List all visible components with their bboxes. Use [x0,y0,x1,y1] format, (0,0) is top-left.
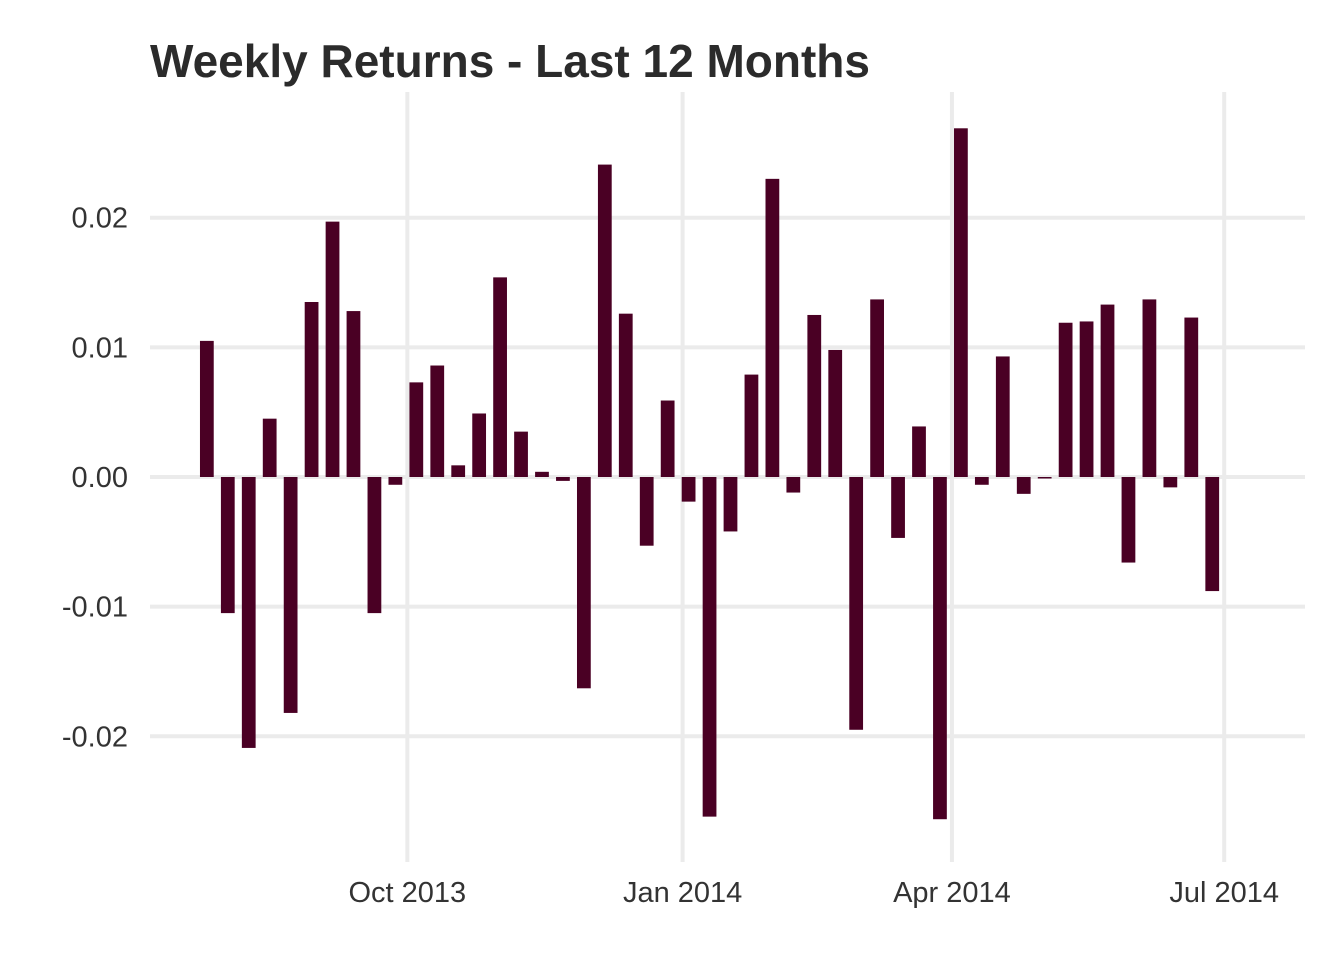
chart-title: Weekly Returns - Last 12 Months [150,35,870,87]
y-tick-label: 0.02 [72,203,128,235]
bar [954,128,968,477]
bar [828,349,843,477]
bar [262,418,277,477]
bar [912,426,926,477]
bar [660,400,675,477]
bar [409,382,424,477]
bar [744,374,759,477]
y-axis-labels: -0.02 -0.01 0.00 0.01 0.02 [62,203,128,754]
bar [388,477,403,485]
bar [933,477,947,820]
bar [1058,322,1073,477]
x-tick-label: Oct 2013 [348,877,466,909]
bar [786,477,801,493]
bar [493,277,507,477]
bar [807,314,822,477]
bar [430,365,445,477]
bar [220,477,235,614]
bar [723,477,738,532]
bar [702,477,717,817]
bar [1205,477,1220,592]
bar [765,178,780,477]
bar [283,477,298,713]
bar [1037,477,1052,479]
bar [618,313,633,477]
bar [849,477,864,730]
y-tick-label: -0.01 [62,592,128,624]
bar [304,302,319,477]
bar [472,413,487,477]
bar [870,299,884,477]
bar [367,477,382,614]
bar [514,431,528,477]
y-tick-label: 0.01 [72,332,128,364]
x-tick-label: Jan 2014 [623,877,742,909]
y-tick-label: 0.00 [72,462,128,494]
bar [1184,317,1199,477]
bar [891,477,905,538]
bar [995,356,1010,477]
bar [1079,321,1094,477]
bar [1163,477,1178,488]
bar [199,340,214,477]
x-tick-label: Apr 2014 [893,877,1011,909]
bar [451,465,466,477]
bar [346,311,361,477]
x-tick-label: Jul 2014 [1169,877,1279,909]
bar [974,477,989,485]
bar [535,471,549,477]
bar [241,477,256,748]
bar [1121,477,1136,563]
bar [1016,477,1031,494]
bar [1142,299,1157,477]
bar [681,477,696,502]
bars [199,128,1220,820]
bar [576,477,591,689]
x-axis-labels: Oct 2013 Jan 2014 Apr 2014 Jul 2014 [348,877,1279,909]
bar [597,164,612,477]
bar [1100,304,1115,477]
bar [556,477,570,481]
bar [639,477,654,546]
y-tick-label: -0.02 [62,721,128,753]
bar [325,221,340,477]
